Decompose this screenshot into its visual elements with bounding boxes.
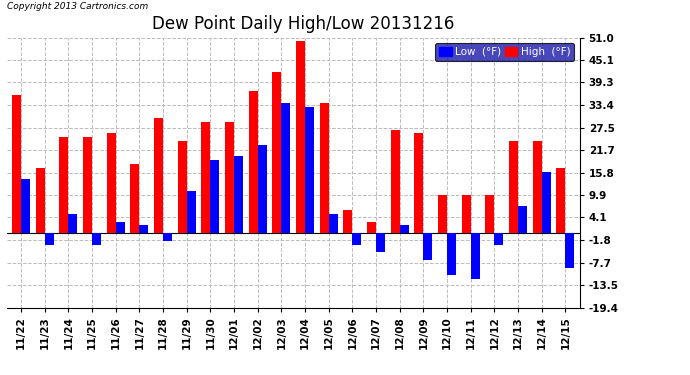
Bar bbox=[178, 141, 187, 233]
Bar bbox=[509, 141, 518, 233]
Bar bbox=[556, 168, 565, 233]
Bar bbox=[424, 233, 433, 260]
Bar bbox=[258, 145, 267, 233]
Bar bbox=[533, 141, 542, 233]
Bar bbox=[296, 41, 305, 233]
Bar bbox=[485, 195, 495, 233]
Bar bbox=[107, 134, 116, 233]
Text: Dew Point Daily High/Low 20131216: Dew Point Daily High/Low 20131216 bbox=[152, 15, 455, 33]
Bar bbox=[68, 214, 77, 233]
Bar bbox=[462, 195, 471, 233]
Bar bbox=[130, 164, 139, 233]
Bar bbox=[353, 233, 362, 244]
Bar bbox=[518, 206, 527, 233]
Bar bbox=[36, 168, 45, 233]
Bar bbox=[319, 103, 328, 233]
Bar bbox=[187, 191, 196, 233]
Bar bbox=[59, 137, 68, 233]
Bar bbox=[391, 129, 400, 233]
Bar bbox=[447, 233, 456, 275]
Bar bbox=[415, 134, 424, 233]
Bar bbox=[21, 179, 30, 233]
Bar bbox=[495, 233, 504, 244]
Bar bbox=[249, 91, 258, 233]
Bar bbox=[400, 225, 408, 233]
Bar bbox=[154, 118, 163, 233]
Bar bbox=[225, 122, 234, 233]
Bar bbox=[328, 214, 337, 233]
Bar bbox=[565, 233, 574, 268]
Bar bbox=[45, 233, 54, 244]
Bar bbox=[12, 95, 21, 233]
Bar bbox=[282, 103, 290, 233]
Bar bbox=[305, 106, 314, 233]
Bar bbox=[139, 225, 148, 233]
Bar bbox=[344, 210, 353, 233]
Legend: Low  (°F), High  (°F): Low (°F), High (°F) bbox=[435, 43, 574, 61]
Bar bbox=[376, 233, 385, 252]
Bar bbox=[201, 122, 210, 233]
Bar bbox=[210, 160, 219, 233]
Bar bbox=[367, 222, 376, 233]
Bar bbox=[83, 137, 92, 233]
Bar bbox=[92, 233, 101, 244]
Bar bbox=[163, 233, 172, 241]
Bar bbox=[542, 172, 551, 233]
Bar bbox=[438, 195, 447, 233]
Bar bbox=[273, 72, 282, 233]
Bar bbox=[116, 222, 125, 233]
Bar bbox=[471, 233, 480, 279]
Text: Copyright 2013 Cartronics.com: Copyright 2013 Cartronics.com bbox=[7, 2, 148, 11]
Bar bbox=[234, 156, 243, 233]
